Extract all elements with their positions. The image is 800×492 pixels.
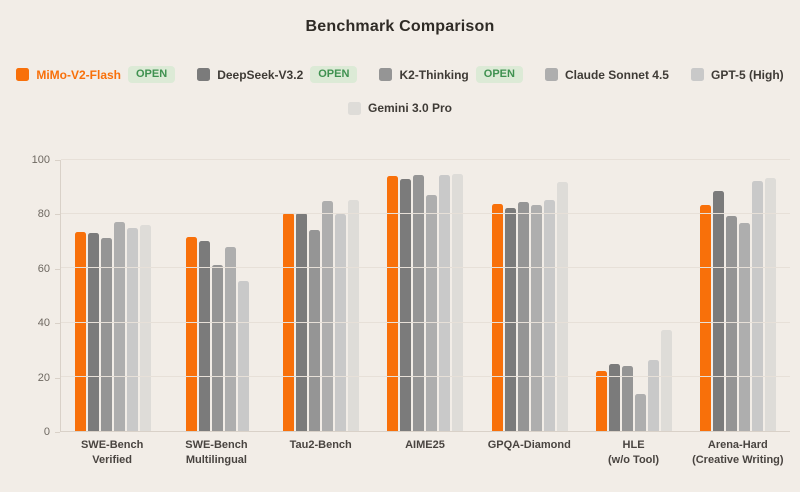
legend-swatch-icon xyxy=(379,68,393,81)
bar-mimo-v2-flash xyxy=(75,232,87,431)
legend-label: K2-Thinking xyxy=(399,67,469,82)
gridline-80 xyxy=(61,213,790,215)
legend-item-deepseek-v3-2[interactable]: DeepSeek-V3.2 OPEN xyxy=(197,66,358,83)
bar-mimo-v2-flash xyxy=(387,176,399,431)
y-tick-mark xyxy=(55,432,60,433)
bar-claude-sonnet-4-5 xyxy=(224,246,236,431)
bar-claude-sonnet-4-5 xyxy=(114,221,126,431)
y-tick-label-60: 60 xyxy=(37,262,50,275)
gridline-20 xyxy=(61,375,790,377)
bar-deepseek-v3-2 xyxy=(88,233,100,431)
bar-gpt-5-high- xyxy=(237,281,249,431)
bar-claude-sonnet-4-5 xyxy=(426,195,438,431)
bar-gemini-3-0-pro xyxy=(452,173,464,431)
open-badge: OPEN xyxy=(128,66,176,83)
legend-swatch-icon xyxy=(544,68,558,81)
bar-gpt-5-high- xyxy=(127,228,139,431)
legend-item-mimo-v2-flash[interactable]: MiMo-V2-Flash OPEN xyxy=(16,66,176,83)
legend-label: MiMo-V2-Flash xyxy=(36,67,121,82)
legend-label: Gemini 3.0 Pro xyxy=(367,101,453,115)
bar-k2-thinking xyxy=(413,174,425,431)
bar-gpt-5-high- xyxy=(647,359,659,431)
y-tick-label-0: 0 xyxy=(43,426,50,438)
bar-gemini-3-0-pro xyxy=(348,199,360,431)
bar-k2-thinking xyxy=(211,265,223,431)
legend-label: Claude Sonnet 4.5 xyxy=(564,67,669,82)
y-tick-label-20: 20 xyxy=(37,371,50,384)
chart-title: Benchmark Comparison xyxy=(305,18,495,35)
bar-group-4 xyxy=(373,160,477,431)
bar-claude-sonnet-4-5 xyxy=(322,201,334,431)
legend-label: DeepSeek-V3.2 xyxy=(217,67,304,82)
bar-deepseek-v3-2 xyxy=(712,191,724,431)
bar-mimo-v2-flash xyxy=(699,205,711,431)
y-tick-mark xyxy=(55,214,60,216)
bar-group-6 xyxy=(582,160,686,431)
bar-gemini-3-0-pro xyxy=(140,224,152,431)
bar-claude-sonnet-4-5 xyxy=(738,223,750,431)
legend-item-gpt-5-high-[interactable]: GPT-5 (High) xyxy=(690,67,784,82)
bar-mimo-v2-flash xyxy=(595,371,607,431)
gridline-60 xyxy=(61,267,790,269)
legend-swatch-icon xyxy=(347,101,361,115)
bar-deepseek-v3-2 xyxy=(608,363,620,431)
bar-deepseek-v3-2 xyxy=(504,208,516,431)
legend-swatch-icon xyxy=(690,68,704,81)
legend-item-claude-sonnet-4-5[interactable]: Claude Sonnet 4.5 xyxy=(544,67,669,82)
bar-groups xyxy=(61,160,790,431)
bar-gemini-3-0-pro xyxy=(660,329,672,431)
legend-swatch-icon xyxy=(197,68,211,81)
bar-group-7 xyxy=(686,160,790,431)
bar-claude-sonnet-4-5 xyxy=(634,393,646,431)
bar-group-2 xyxy=(165,160,269,431)
y-tick-label-80: 80 xyxy=(37,208,50,221)
bar-k2-thinking xyxy=(517,202,529,431)
bar-gpt-5-high- xyxy=(439,174,451,431)
x-category-label-7: Arena-Hard (Creative Writing) xyxy=(692,439,784,467)
bar-group-1 xyxy=(61,160,165,431)
bar-mimo-v2-flash xyxy=(491,204,503,431)
bar-k2-thinking xyxy=(725,216,737,431)
bar-gemini-3-0-pro xyxy=(556,181,568,431)
bar-mimo-v2-flash xyxy=(185,236,197,431)
y-tick-mark xyxy=(55,160,60,161)
legend-item-k2-thinking[interactable]: K2-Thinking OPEN xyxy=(379,66,523,83)
y-tick-label-100: 100 xyxy=(31,154,50,166)
x-axis-labels: SWE-Bench Verified SWE-Bench Multilingual… xyxy=(60,438,790,469)
legend-item-gemini-3-0-pro[interactable]: Gemini 3.0 Pro xyxy=(347,101,453,115)
legend-row-1: MiMo-V2-Flash OPEN DeepSeek-V3.2 OPEN K2-Thi… xyxy=(0,66,800,83)
bar-k2-thinking xyxy=(101,237,113,431)
x-category-label-3: Tau2-Bench xyxy=(289,439,352,451)
bar-k2-thinking xyxy=(309,230,321,431)
y-tick-label-40: 40 xyxy=(37,317,50,330)
bar-gemini-3-0-pro xyxy=(764,178,776,431)
y-tick-mark xyxy=(55,268,60,270)
bar-gpt-5-high- xyxy=(543,199,555,431)
bar-claude-sonnet-4-5 xyxy=(530,205,542,431)
legend-label: GPT-5 (High) xyxy=(710,67,784,82)
x-category-label-1: SWE-Bench Verified xyxy=(80,439,144,467)
y-tick-mark xyxy=(55,323,60,325)
x-category-label-2: SWE-Bench Multilingual xyxy=(185,439,248,467)
plot-area xyxy=(60,159,790,432)
bar-group-3 xyxy=(269,160,373,431)
open-badge: OPEN xyxy=(310,66,358,83)
y-tick-mark xyxy=(55,377,60,379)
x-category-label-4: AIME25 xyxy=(405,439,445,451)
gridline-40 xyxy=(61,321,790,323)
bar-deepseek-v3-2 xyxy=(400,178,412,431)
open-badge: OPEN xyxy=(475,66,523,83)
bar-gpt-5-high- xyxy=(751,181,763,431)
legend-row-2: Gemini 3.0 Pro xyxy=(0,101,800,115)
x-category-label-5: GPQA-Diamond xyxy=(487,439,571,451)
bar-group-5 xyxy=(478,160,582,431)
bar-k2-thinking xyxy=(621,366,633,431)
gridline-100 xyxy=(61,159,790,160)
x-category-label-6: HLE (w/o Tool) xyxy=(607,439,660,467)
bar-deepseek-v3-2 xyxy=(198,240,210,431)
legend-swatch-icon xyxy=(16,68,30,81)
